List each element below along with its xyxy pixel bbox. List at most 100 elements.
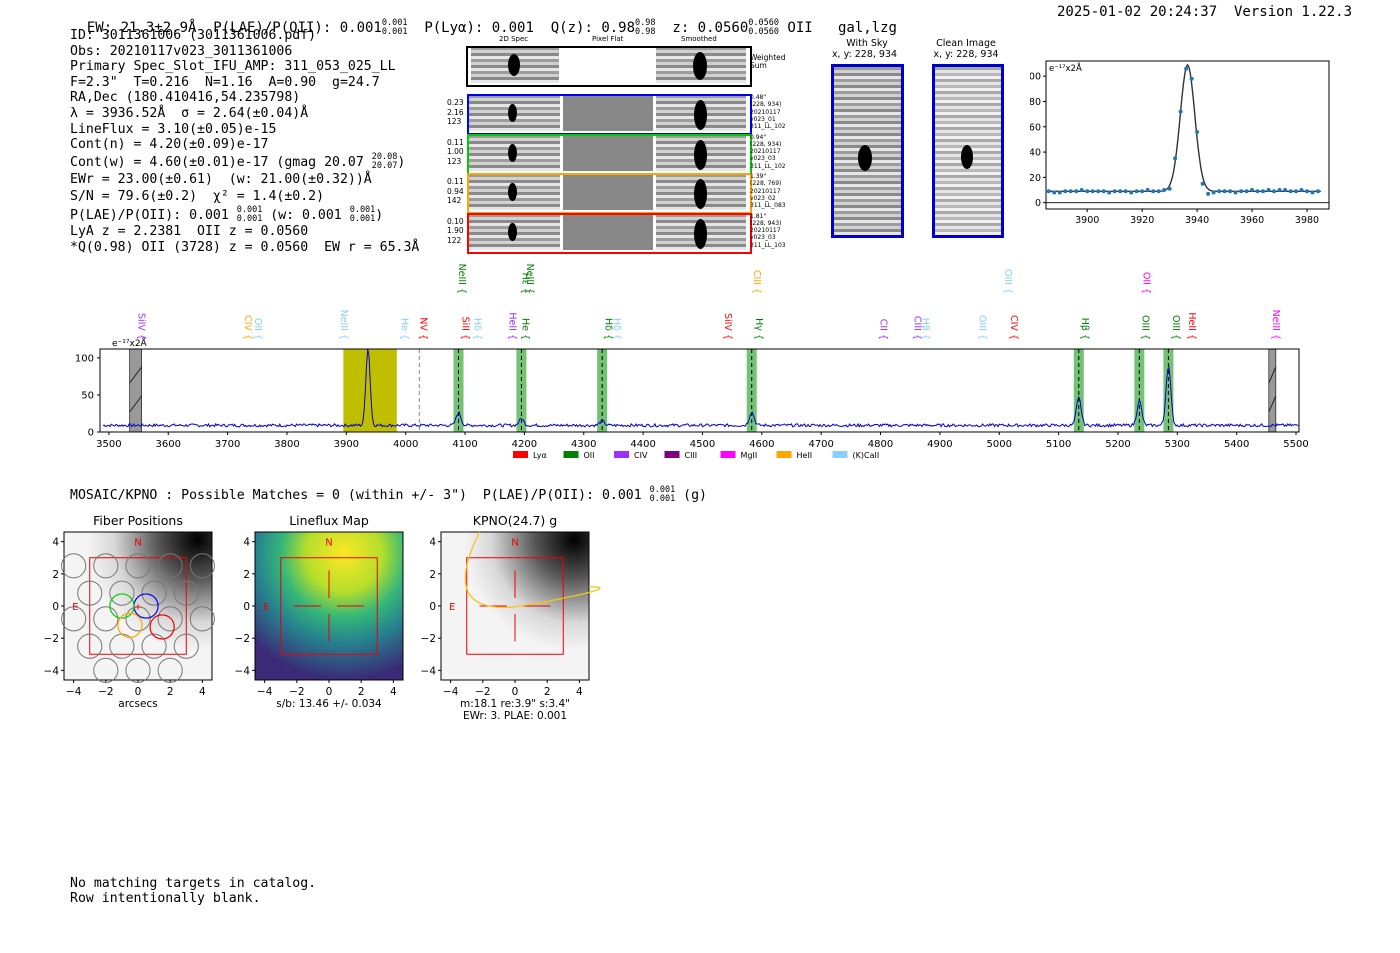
stamp-row-stats: 0.10 1.90 122 [447,216,464,245]
data-point [1239,189,1244,194]
emission-line-label: Hδ { [603,318,614,340]
stamp-row-stats: 0.23 2.16 123 [447,98,464,126]
matched-line-band [1134,349,1145,432]
matched-line-band [516,349,527,432]
data-point [1250,188,1255,193]
fiber-circle [125,553,151,579]
legend-label: OII [584,451,595,460]
data-point [1255,189,1260,194]
cutout-xlabel: EWr: 3. PLAE: 0.001 [463,710,567,722]
info-primary-spec: Primary Spec_Slot_IFU_AMP: 311_053_025_L… [70,59,396,75]
header-q-frac: 0.98 0.98 [635,18,656,37]
ellipse-aperture [464,531,601,608]
info-ewr: EWr = 23.00(±0.61) (w: 21.00(±0.32))Å [70,171,372,187]
header-datetime: 2025-01-02 20:24:37 Version 1.22.3 [1057,4,1353,20]
x-tick-label: 5000 [987,439,1012,450]
data-point [1140,189,1145,194]
x-tick-label: 3700 [215,439,240,450]
x-tick-label: 5400 [1224,439,1249,450]
stamp-row-stats: 0.11 0.94 142 [447,177,464,205]
x-tick-label: 5500 [1283,439,1308,450]
data-point [1156,189,1161,194]
emission-line-label: Hγ { [753,318,764,340]
data-point [1046,189,1051,194]
x-tick-label: 4 [390,686,397,698]
y-tick-label: 4 [429,537,436,549]
east-label: E [72,602,78,613]
data-point [1283,188,1288,193]
clean-image-title: Clean Image [936,38,996,49]
y-tick-label: −2 [421,633,436,645]
data-point [1189,76,1194,81]
data-point [1085,189,1090,194]
clean-image [932,64,1004,238]
x-tick-label: 3900 [334,439,359,450]
data-point [1173,156,1178,161]
data-point [1178,109,1183,114]
east-label: E [263,602,269,613]
info-plae: P(LAE)/P(OII): 0.001 0.001 0.001 (w: 0.00… [70,205,384,225]
data-point [1294,189,1299,194]
data-point [1123,189,1128,194]
header-plya: P(Lyα): 0.001 Q(z): 0.98 [407,20,636,36]
y-tick-label: 4 [52,537,59,549]
x-tick-label: 4700 [808,439,833,450]
data-point [1316,189,1321,194]
info-params: F=2.3" T=0.216 N=1.16 A=0.90 g=24.7 [70,74,380,90]
y-tick-label: 20 [1030,173,1041,184]
info-lambda: λ = 3936.52Å σ = 2.64(±0.04)Å [70,105,309,121]
x-tick-label: 3500 [96,439,121,450]
data-point [1118,189,1123,194]
data-point [1079,188,1084,193]
stamp-smoothed [656,135,746,171]
data-point [1217,189,1222,194]
x-tick-label: −2 [475,686,490,698]
x-tick-label: −2 [98,686,113,698]
y-tick-label: 40 [1030,148,1041,159]
y-tick-label: 0 [243,601,250,613]
emission-line-label: SiIV { [136,313,147,340]
stamp-rows: 0.23 2.16 123 0.48" (228, 934) 20210117 v… [444,94,789,256]
x-tick-label: 0 [512,686,519,698]
stamps-col-title: 2D Spec [499,35,529,43]
emission-line-label: NeIII { [524,264,535,294]
header-plae-frac: 0.001 0.001 [381,18,408,37]
y-tick-label: −4 [235,665,251,677]
cutout-xlabel: m:18.1 re:3.9" s:3.4" [460,698,570,710]
weighted-sum-label: Weighted Sum [750,53,786,70]
masked-region [129,348,143,433]
emission-line-label: CIV { [242,315,253,340]
footer-catalog: No matching targets in catalog. [70,876,317,891]
emission-line-label: NV { [418,317,429,340]
info-block: ID: 3011361006 (3011361006.pdf) Obs: 202… [70,28,419,256]
emission-line-label: SiII { [460,317,471,340]
stamp-row: 0.11 1.00 123 0.94" (228, 934) 20210117 v… [444,133,789,175]
weighted-flat-stamp [561,48,654,83]
x-tick-label: 4 [576,686,583,698]
clean-image-xy: x, y: 228, 934 [933,49,999,60]
x-tick-label: −4 [66,686,82,698]
data-point [1107,190,1112,195]
fiber-circle [141,633,167,659]
cutout-panel: KPNO(24.7) g 4 2 0 −2 −4 −4 −2 0 2 4 m:18.1 re:3.9"… [421,513,601,722]
cutout-image [441,532,589,680]
info-radec: RA,Dec (180.410416,54.235798) [70,90,301,106]
emission-line-label: SiIV { [722,313,733,340]
stamp-2d-spec [469,214,560,250]
matched-line-band [453,349,464,432]
fiber-circle [93,657,119,683]
emission-line-label: CII { [878,319,889,340]
legend-swatch [664,451,680,458]
aperture-box [280,557,378,655]
y-tick-label: 2 [52,569,59,581]
data-point [1112,189,1117,194]
header-z-frac: 0.0560 0.0560 [748,18,779,37]
y-unit-label: e⁻¹⁷x2Å [1049,62,1082,74]
stamp-row-meta: 0.48" (228, 934) 20210117 v023_01 311_LL… [750,94,786,131]
stamp-smoothed [656,214,746,250]
emission-line-label: NeIII { [338,310,349,340]
info-obs: Obs: 20210117v023_3011361006 [70,43,293,59]
y-tick-label: 100 [75,353,94,364]
target-line-band [343,349,397,432]
emission-line-label: HeII { [507,312,518,340]
